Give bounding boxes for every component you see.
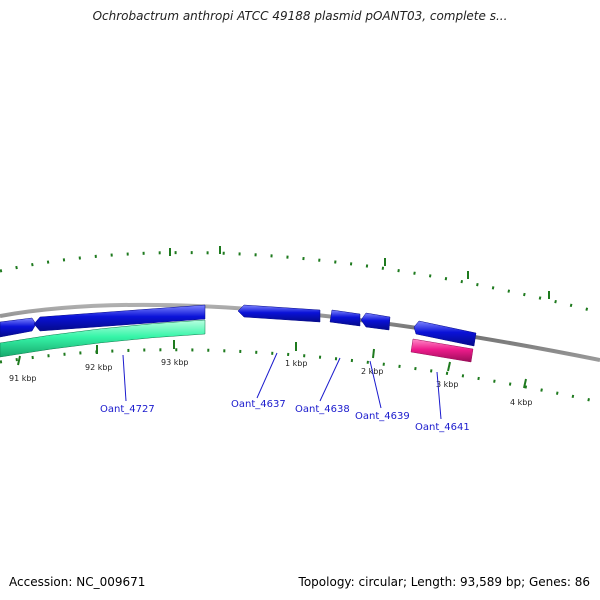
scale-label: 1 kbp [285, 359, 307, 368]
scale-label: 92 kbp [85, 363, 113, 372]
tick-mark [523, 378, 527, 389]
inner-scale-ring [0, 340, 591, 402]
leader-line [256, 352, 278, 399]
gene-labels: Oant_4727 Oant_4637 Oant_4638 Oant_4639 … [100, 399, 470, 433]
gene-label: Oant_4638 [295, 404, 350, 415]
gene-label-leaders [122, 352, 442, 420]
gene-label: Oant_4639 [355, 411, 410, 422]
gene-arrow-forward [360, 312, 391, 331]
gene-label: Oant_4641 [415, 422, 470, 433]
scale-label: 93 kbp [161, 358, 189, 367]
tick-mark [17, 355, 21, 366]
gene-bar-reverse [0, 319, 206, 358]
gene-label: Oant_4727 [100, 404, 155, 415]
gene-arrow-forward [0, 317, 37, 338]
outer-dotted-arc [0, 251, 591, 312]
gene-arrow-forward [237, 304, 321, 323]
leader-line [319, 357, 341, 402]
tick-mark [372, 348, 375, 359]
scale-label: 91 kbp [9, 374, 37, 383]
gene-arrow-forward [413, 320, 477, 347]
map-title: Ochrobactrum anthropi ATCC 49188 plasmid… [92, 9, 508, 23]
gene-arrow-forward [329, 309, 361, 327]
gene-label: Oant_4637 [231, 399, 286, 410]
forward-genes [0, 304, 477, 347]
reverse-genes [0, 319, 474, 363]
scale-label: 4 kbp [510, 398, 532, 407]
leader-line [122, 354, 127, 402]
scale-label: 3 kbp [436, 380, 458, 389]
topology-summary: Topology: circular; Length: 93,589 bp; G… [298, 575, 590, 589]
leader-line [369, 360, 382, 409]
outer-scale-ring [0, 246, 591, 312]
gene-bar-reverse-pink [410, 338, 474, 363]
inner-dotted-arc [0, 348, 591, 402]
tick-mark [447, 361, 451, 372]
accession-label: Accession: NC_009671 [9, 575, 146, 589]
leader-line [436, 371, 442, 420]
gene-arrow-forward [33, 304, 206, 332]
